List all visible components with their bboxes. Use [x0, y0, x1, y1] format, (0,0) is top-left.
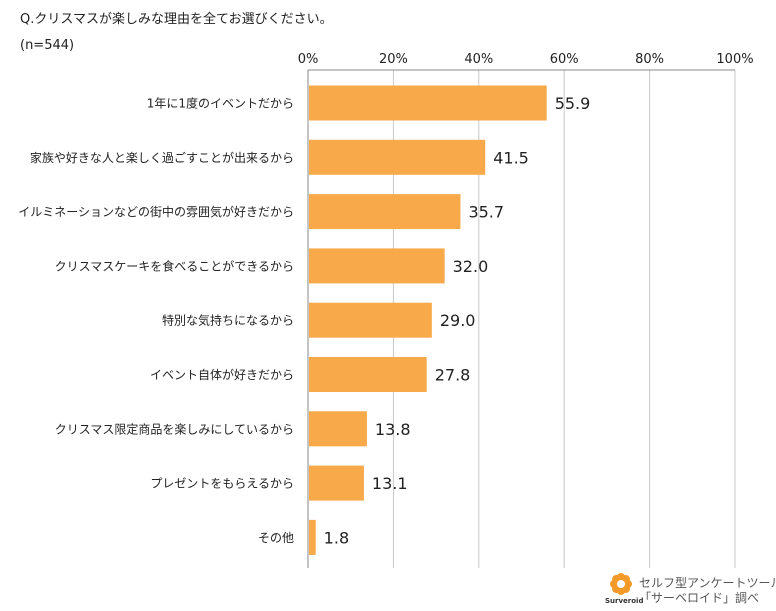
bar [309, 194, 461, 230]
label-layer: 1年に1度のイベントだから家族や好きな人と楽しく過ごすことが出来るからイルミネー… [18, 96, 294, 545]
category-label: イベント自体が好きだから [150, 367, 294, 382]
category-label: クリスマスケーキを食べることができるから [55, 258, 294, 273]
x-tick-label: 40% [464, 52, 493, 67]
category-label: その他 [258, 531, 294, 545]
category-label: イルミネーションなどの街中の雰囲気が好きだから [18, 204, 294, 219]
bar-layer [309, 85, 547, 555]
category-label: 家族や好きな人と楽しく過ごすことが出来るから [30, 150, 294, 165]
bar [309, 248, 445, 284]
footer-line-1: セルフ型アンケートツール [639, 576, 776, 590]
bar [309, 357, 427, 392]
category-label: クリスマス限定商品を楽しみにしているから [55, 421, 294, 436]
value-label: 41.5 [493, 148, 529, 167]
x-tick-label: 0% [298, 52, 319, 67]
logo-petal [621, 575, 630, 584]
value-label: 35.7 [468, 203, 504, 222]
category-label: 特別な気持ちになるから [162, 313, 294, 328]
value-label: 13.8 [375, 420, 411, 439]
sample-size: (n=544) [20, 38, 75, 53]
value-label: 1.8 [324, 528, 349, 547]
x-tick-label: 20% [379, 52, 408, 67]
logo-wordmark: Surveroid [605, 597, 644, 605]
value-label: 32.0 [453, 257, 489, 276]
value-label: 13.1 [372, 474, 408, 493]
bar [309, 519, 316, 555]
x-tick-label: 100% [716, 52, 753, 67]
value-label: 27.8 [435, 366, 471, 385]
tick-layer: 0% 20% 40% 60% 80% 100% [298, 52, 754, 67]
footer-line-2: 「サーベロイド」調べ [639, 591, 760, 605]
value-label: 55.9 [555, 94, 591, 113]
surveroid-logo-icon [610, 573, 632, 595]
category-label: プレゼントをもらえるから [150, 477, 294, 491]
category-label: 1年に1度のイベントだから [147, 96, 294, 111]
bar [309, 302, 432, 338]
x-tick-label: 80% [635, 52, 664, 67]
bar [309, 139, 486, 175]
value-label: 29.0 [440, 311, 476, 330]
value-layer: 55.9 41.5 35.7 32.0 29.0 27.8 13.8 13.1 1.8 [324, 94, 591, 547]
footer-credit: Surveroid セルフ型アンケートツール 「サーベロイド」調べ [605, 573, 776, 607]
question-text: Q.クリスマスが楽しみな理由を全てお選びください。 [20, 12, 333, 27]
logo-center [617, 580, 625, 588]
x-tick-label: 60% [550, 52, 579, 67]
bar [309, 85, 547, 121]
bar [309, 465, 364, 501]
bar [309, 411, 367, 447]
